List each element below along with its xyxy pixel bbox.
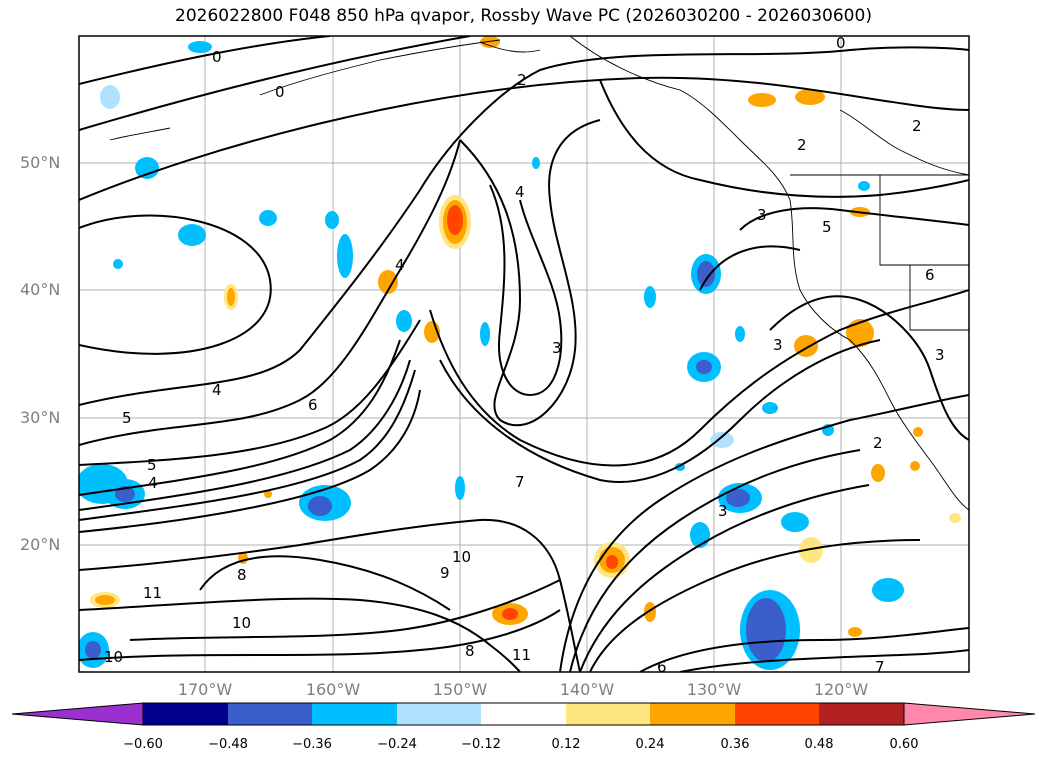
lon-label: 160°W xyxy=(305,680,361,699)
map-frame xyxy=(78,35,970,673)
contour-label: 6 xyxy=(925,266,935,284)
colorbar-tick: −0.48 xyxy=(208,737,248,752)
contour-label: 3 xyxy=(935,346,945,364)
map-title: 2026022800 F048 850 hPa qvapor, Rossby W… xyxy=(175,6,872,26)
contour-label: 2 xyxy=(517,71,527,89)
contour-label: 9 xyxy=(440,564,450,582)
contour-label: 0 xyxy=(836,34,846,52)
colorbar-tick: 0.24 xyxy=(635,737,665,752)
contour-label: 0 xyxy=(212,48,222,66)
contour-label: 3 xyxy=(773,336,783,354)
contour-label: 8 xyxy=(237,566,247,584)
colorbar-tick: 0.60 xyxy=(889,737,919,752)
contour-label: 10 xyxy=(232,614,251,632)
contour-label: 3 xyxy=(757,206,767,224)
contour-label: 2 xyxy=(873,434,883,452)
contour-label: 4 xyxy=(395,256,405,274)
contour-label: 5 xyxy=(122,409,132,427)
contour-label: 7 xyxy=(515,473,525,491)
contour-label: 4 xyxy=(515,183,525,201)
lon-label: 120°W xyxy=(813,680,869,699)
contour-label: 5 xyxy=(147,456,157,474)
map-plot-area: 0 0 0 2 2 2 3 3 3 3 4 4 4 4 5 5 5 6 6 7 … xyxy=(79,34,969,676)
anomaly-fills xyxy=(79,36,961,670)
colorbar-tick: 0.36 xyxy=(720,737,750,752)
contour-labels: 0 0 0 2 2 2 3 3 3 3 4 4 4 4 5 5 5 6 6 7 … xyxy=(104,34,945,676)
colorbar-tick: 0.12 xyxy=(551,737,581,752)
contour-label: 5 xyxy=(822,218,832,236)
contour-label: 2 xyxy=(797,136,807,154)
colorbar-tick: −0.36 xyxy=(292,737,332,752)
lon-label: 150°W xyxy=(432,680,488,699)
contour-label: 10 xyxy=(452,548,471,566)
lat-label: 40°N xyxy=(20,280,61,299)
lat-label: 20°N xyxy=(20,535,61,554)
contour-label: 2 xyxy=(912,117,922,135)
lon-label: 170°W xyxy=(177,680,233,699)
contour-label: 6 xyxy=(308,396,318,414)
contour-label: 6 xyxy=(657,658,667,676)
contour-label: 4 xyxy=(212,381,222,399)
colorbar-tick: 0.48 xyxy=(804,737,834,752)
contour-label: 4 xyxy=(148,474,158,492)
colorbar-tick: −0.24 xyxy=(377,737,417,752)
lon-label: 140°W xyxy=(559,680,615,699)
colorbar xyxy=(11,702,1036,726)
contour-label: 3 xyxy=(718,502,728,520)
contour-label: 0 xyxy=(275,83,285,101)
colorbar-tick: −0.60 xyxy=(123,737,163,752)
contour-label: 8 xyxy=(465,642,475,660)
lon-label: 130°W xyxy=(686,680,742,699)
lat-label: 30°N xyxy=(20,408,61,427)
lat-label: 50°N xyxy=(20,153,61,172)
contour-label: 3 xyxy=(552,339,562,357)
contour-label: 11 xyxy=(143,584,162,602)
contour-label: 7 xyxy=(875,658,885,676)
contour-label: 10 xyxy=(104,648,123,666)
contour-lines xyxy=(79,36,969,672)
coastlines xyxy=(109,36,969,511)
colorbar-tick: −0.12 xyxy=(461,737,501,752)
contour-label: 11 xyxy=(512,646,531,664)
